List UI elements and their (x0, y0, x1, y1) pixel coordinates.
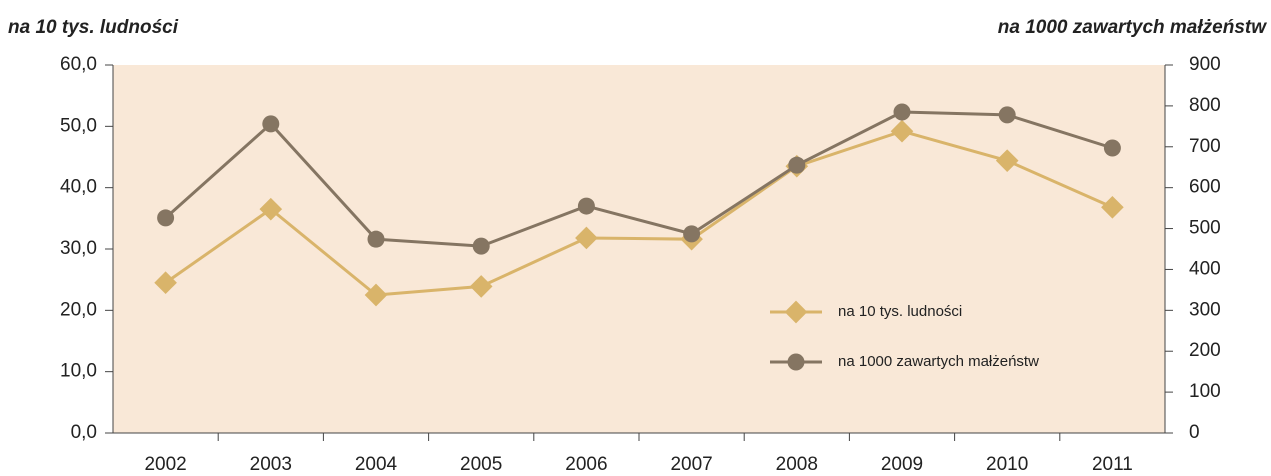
y2-axis-label: na 1000 zawartych małżeństw (998, 17, 1267, 38)
y2-tick-label: 300 (1189, 299, 1221, 320)
y2-tick-label: 500 (1189, 218, 1221, 239)
x-tick-label: 2010 (986, 454, 1028, 475)
y2-tick-label: 100 (1189, 381, 1221, 402)
marker (577, 197, 595, 215)
y-tick-label: 10,0 (60, 361, 97, 382)
x-tick-label: 2007 (670, 454, 712, 475)
x-tick-label: 2005 (460, 454, 502, 475)
legend-label: na 10 tys. ludności (838, 303, 962, 320)
y2-tick-label: 600 (1189, 177, 1221, 198)
y2-tick-label: 200 (1189, 340, 1221, 361)
marker (788, 156, 806, 174)
y2-tick-label: 900 (1189, 54, 1221, 75)
marker (472, 237, 490, 255)
line (164, 129, 1114, 297)
marker (998, 106, 1016, 124)
legend-label: na 1000 zawartych małżeństw (838, 353, 1039, 370)
legend-marker (784, 300, 808, 324)
y-tick-label: 50,0 (60, 115, 97, 136)
y-tick-label: 60,0 (60, 54, 97, 75)
y2-tick-label: 400 (1189, 258, 1221, 279)
marker (364, 283, 388, 307)
x-tick-label: 2006 (565, 454, 607, 475)
x-tick-label: 2009 (881, 454, 923, 475)
x-tick-label: 2011 (1092, 454, 1133, 475)
marker (1103, 139, 1121, 157)
marker (157, 209, 175, 227)
x-tick-label: 2003 (250, 454, 292, 475)
y-tick-label: 40,0 (60, 177, 97, 198)
plot-area (113, 65, 1165, 433)
marker (367, 230, 385, 248)
marker (683, 225, 701, 243)
x-tick-label: 2002 (144, 454, 186, 475)
x-tick-label: 2004 (355, 454, 398, 475)
marker (893, 103, 911, 121)
y2-tick-label: 0 (1189, 422, 1200, 443)
marker (469, 275, 493, 298)
y2-tick-label: 700 (1189, 136, 1221, 157)
legend-marker (787, 353, 805, 371)
y2-tick-label: 800 (1189, 95, 1221, 116)
y-axis-label: na 10 tys. ludności (8, 17, 179, 38)
x-tick-label: 2008 (776, 454, 818, 475)
y-tick-label: 20,0 (60, 299, 97, 320)
y-tick-label: 0,0 (71, 422, 97, 443)
line (164, 110, 1113, 248)
marker (262, 115, 280, 133)
y-tick-label: 30,0 (60, 238, 97, 259)
